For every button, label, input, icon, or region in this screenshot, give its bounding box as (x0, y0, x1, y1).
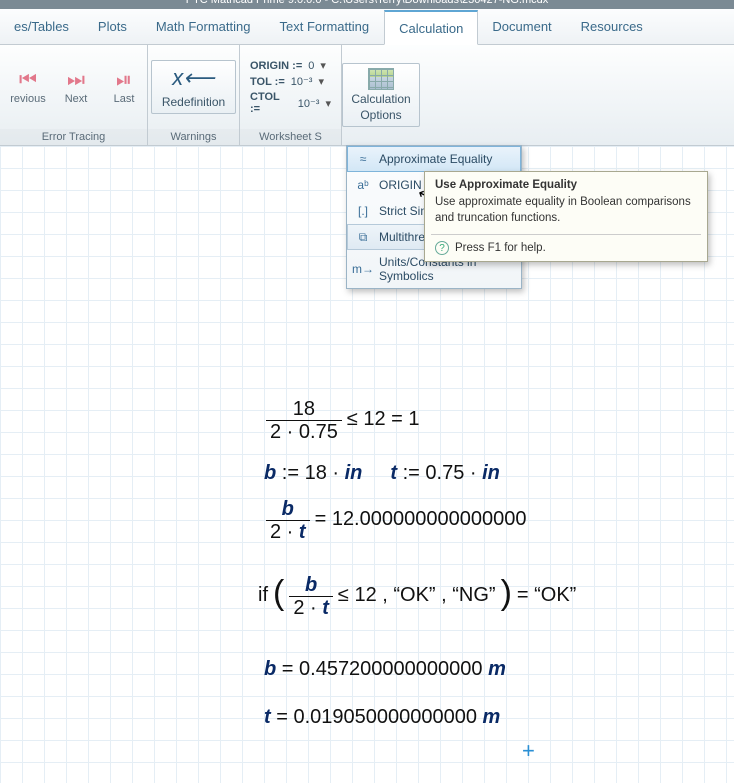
tab-plots[interactable]: Plots (84, 9, 142, 44)
last-error-button[interactable]: ⏯ Last (102, 67, 146, 108)
origin-setting[interactable]: ORIGIN := 0 ▾ (250, 59, 331, 72)
ribbon-tabs: es/Tables Plots Math Formatting Text For… (0, 9, 734, 45)
tooltip: Use Approximate Equality Use approximate… (424, 171, 708, 262)
calculation-options-button[interactable]: Calculation Options (342, 63, 419, 127)
tol-setting[interactable]: TOL := 10⁻³ ▾ (250, 75, 331, 88)
prev-error-button[interactable]: ⏮ revious (6, 67, 50, 108)
tooltip-help: ? Press F1 for help. (425, 235, 707, 261)
approx-icon: ≈ (355, 151, 371, 167)
calculation-options-icon (368, 68, 394, 90)
multithread-icon: ⧉ (355, 229, 371, 245)
origin-icon: aᵇ (355, 177, 371, 193)
tab-document[interactable]: Document (478, 9, 566, 44)
tab-es-tables[interactable]: es/Tables (0, 9, 84, 44)
forward-icon: ⏭ (67, 70, 85, 90)
window-title: PTC Mathcad Prime 9.0.0.0 - C:\Users\Ter… (186, 0, 549, 6)
tab-calculation[interactable]: Calculation (384, 10, 478, 45)
title-bar: PTC Mathcad Prime 9.0.0.0 - C:\Users\Ter… (0, 0, 734, 9)
math-region-6[interactable]: t = 0.019050000000000 m (264, 706, 500, 728)
math-region-3[interactable]: b 2 · t = 12.000000000000000 (266, 498, 526, 543)
group-label-worksheet-settings: Worksheet S (240, 129, 341, 145)
chevron-down-icon: ▾ (318, 75, 324, 88)
tooltip-title: Use Approximate Equality (425, 172, 707, 195)
math-region-4[interactable]: if ( b 2 · t ≤ 12 , “OK” , “NG” ) = “OK” (258, 572, 576, 619)
rewind-icon: ⏮ (19, 70, 37, 90)
strict-icon: [.] (355, 203, 371, 219)
group-label-error-tracing: Error Tracing (0, 129, 147, 145)
ribbon: ⏮ revious ⏭ Next ⏯ Last Error Tracing x⟵… (0, 45, 734, 146)
tab-math-formatting[interactable]: Math Formatting (142, 9, 266, 44)
redefinition-icon: x⟵ (172, 65, 215, 91)
units-icon: m→ (355, 261, 371, 277)
math-region-5[interactable]: b = 0.457200000000000 m (264, 658, 506, 680)
tab-resources[interactable]: Resources (567, 9, 658, 44)
insertion-cursor-icon: + (522, 738, 535, 764)
skip-end-icon: ⏯ (116, 70, 132, 90)
math-region-2[interactable]: b := 18 · in t := 0.75 · in (264, 462, 500, 484)
redefinition-button[interactable]: x⟵ Redefinition (151, 60, 236, 114)
menu-approximate-equality[interactable]: ≈ Approximate Equality (347, 146, 521, 172)
chevron-down-icon: ▾ (325, 97, 331, 110)
group-label-warnings: Warnings (148, 129, 239, 145)
tab-text-formatting[interactable]: Text Formatting (265, 9, 384, 44)
help-icon: ? (435, 241, 449, 255)
math-region-1[interactable]: 18 2 · 0.75 ≤ 12 = 1 (266, 398, 420, 443)
ctol-setting[interactable]: CTOL := 10⁻³ ▾ (250, 91, 331, 115)
chevron-down-icon: ▾ (320, 59, 326, 72)
next-error-button[interactable]: ⏭ Next (54, 67, 98, 108)
tooltip-body: Use approximate equality in Boolean comp… (425, 195, 707, 234)
